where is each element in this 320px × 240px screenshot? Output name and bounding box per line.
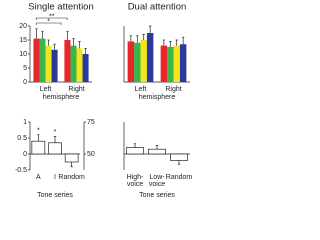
- bar: [160, 45, 168, 82]
- significance-label: *: [54, 129, 57, 136]
- y-tick-label: 20: [19, 23, 27, 30]
- bar: [134, 42, 141, 82]
- y-tick-label: 1: [23, 119, 27, 126]
- x-tick-label: I: [54, 174, 56, 181]
- chart-title: Single attention: [28, 2, 94, 13]
- y2-tick-label: 75: [87, 119, 95, 126]
- y-tick-label: 5: [23, 65, 27, 72]
- chart-title: Dual attention: [128, 2, 187, 13]
- y-tick-label: 0.5: [17, 135, 27, 142]
- bar: [48, 142, 62, 155]
- x-tick-label: Low-voice: [149, 174, 165, 188]
- bar: [39, 38, 46, 82]
- bar: [148, 148, 166, 155]
- bar: [146, 33, 154, 82]
- x-axis-label: Tone series: [139, 192, 175, 199]
- y-tick-label: 15: [19, 37, 27, 44]
- significance-bracket: [35, 17, 68, 20]
- significance-label: *: [47, 18, 50, 25]
- y-tick-label: 0: [23, 151, 27, 158]
- x-tick-label: Right: [68, 86, 84, 93]
- significance-bracket: [35, 22, 62, 25]
- x-tick-label: Right: [165, 86, 181, 93]
- significance-label: **: [49, 13, 55, 20]
- x-tick-label: Left: [135, 86, 147, 93]
- x-tick-label: Random: [58, 174, 85, 181]
- bar: [76, 48, 83, 82]
- y2-tick-label: 50: [87, 151, 95, 158]
- bar: [64, 153, 79, 163]
- bar: [127, 41, 135, 82]
- x-axis-label: Tone series: [37, 192, 73, 199]
- bar: [173, 45, 180, 82]
- x-axis-label: hemisphere: [139, 94, 176, 101]
- bar: [126, 147, 144, 155]
- x-tick-label: Random: [166, 174, 193, 181]
- bar: [31, 140, 46, 155]
- x-axis-label: hemisphere: [43, 94, 80, 101]
- bar: [170, 153, 188, 161]
- x-tick-label: A: [36, 174, 41, 181]
- bar: [45, 45, 52, 82]
- x-tick-label: Left: [40, 86, 52, 93]
- significance-label: *: [37, 128, 40, 135]
- bar: [70, 45, 77, 82]
- bar: [167, 47, 174, 82]
- y-tick-label: 0: [23, 79, 27, 86]
- bar: [33, 38, 40, 82]
- y-tick-label: 10: [19, 51, 27, 58]
- bar: [82, 54, 89, 82]
- bar: [179, 44, 187, 82]
- bar: [64, 40, 71, 82]
- bar: [51, 49, 58, 82]
- x-tick-label: High-voice: [127, 174, 144, 188]
- y-tick-label: -0.5: [15, 167, 27, 174]
- bar: [140, 40, 147, 82]
